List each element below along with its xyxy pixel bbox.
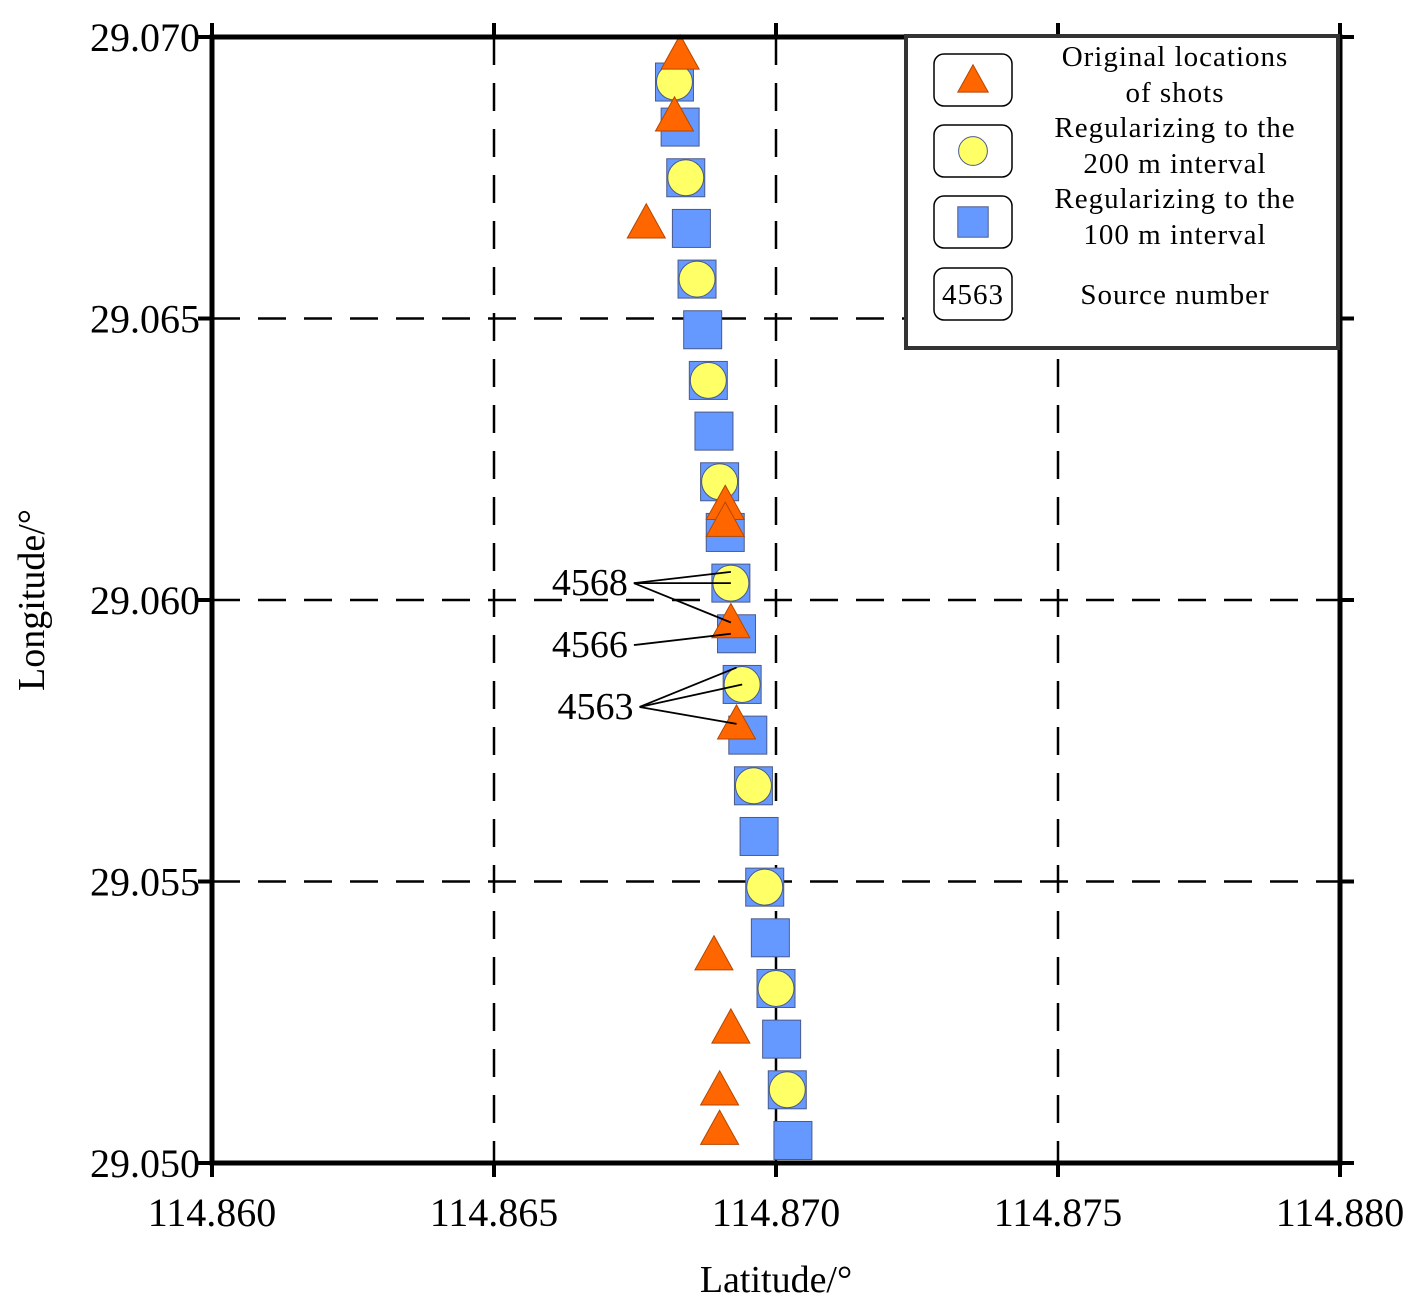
square-marker (694, 411, 734, 451)
y-tick-label: 29.055 (90, 860, 200, 905)
legend-sample-label: 4563 (942, 279, 1004, 311)
square-marker (762, 1019, 802, 1059)
circle-marker (757, 969, 795, 1007)
x-tick-label: 114.880 (1276, 1190, 1405, 1235)
circle-marker (958, 136, 988, 166)
legend-entry-text: Original locations (1062, 41, 1289, 73)
annotations: 4568 4566 4563 (552, 562, 743, 728)
square-marker (683, 310, 723, 350)
square-marker (671, 208, 711, 248)
annotation-leader-line (639, 683, 743, 708)
source-number-label: 4563 (558, 686, 634, 728)
source-number-label: 4568 (552, 562, 628, 604)
legend-entry-text: Regularizing to the (1054, 183, 1295, 215)
annotation-leader-line (633, 570, 731, 585)
x-tick-label: 114.875 (994, 1190, 1123, 1235)
circle-marker (734, 767, 772, 805)
ticks: 114.860 114.865 114.870 114.875 114.880 29.05… (90, 15, 1404, 1235)
x-axis-label: Latitude/° (700, 1259, 852, 1301)
triangle-marker (660, 33, 700, 70)
circle-marker (667, 159, 705, 197)
legend-swatch-frame (933, 267, 1013, 321)
y-tick-label: 29.050 (90, 1141, 200, 1186)
square-marker (750, 918, 790, 958)
square-marker (739, 816, 779, 856)
triangle-marker (699, 1109, 740, 1145)
y-axis-label: Longitude/° (11, 509, 53, 691)
legend-entry-text: of shots (1125, 77, 1224, 109)
legend-entry-text: 200 m interval (1083, 148, 1266, 180)
annotation-leader-line (633, 582, 732, 624)
square-marker (773, 1120, 813, 1160)
annotation-leader-line (639, 666, 737, 708)
legend-entry-text: Regularizing to the (1054, 112, 1295, 144)
y-tick-label: 29.065 (90, 297, 200, 342)
data-markers (626, 33, 813, 1160)
y-tick-label: 29.060 (90, 578, 200, 623)
triangle-marker (711, 1007, 751, 1044)
triangle-marker (711, 602, 751, 639)
triangle-marker (699, 1069, 740, 1106)
x-tick-label: 114.865 (430, 1190, 559, 1235)
triangle-marker (705, 501, 746, 537)
triangle-marker (956, 63, 990, 93)
circle-marker (678, 260, 716, 298)
triangle-marker (694, 934, 734, 971)
circle-marker (768, 1071, 806, 1109)
annotation-leader-line (633, 632, 731, 646)
source-number-label: 4566 (552, 624, 628, 666)
circle-marker (701, 463, 739, 501)
legend-entry-text: 100 m interval (1083, 219, 1266, 251)
x-tick-label: 114.860 (148, 1190, 277, 1235)
circle-marker (689, 361, 727, 399)
annotation-leader-line (639, 706, 737, 725)
square-marker (957, 206, 989, 238)
triangle-marker (654, 95, 695, 132)
circle-marker (746, 868, 784, 906)
x-tick-label: 114.870 (712, 1190, 841, 1235)
y-tick-label: 29.070 (90, 15, 200, 60)
triangle-marker (626, 202, 667, 239)
legend-entry-text: Source number (1080, 279, 1269, 311)
